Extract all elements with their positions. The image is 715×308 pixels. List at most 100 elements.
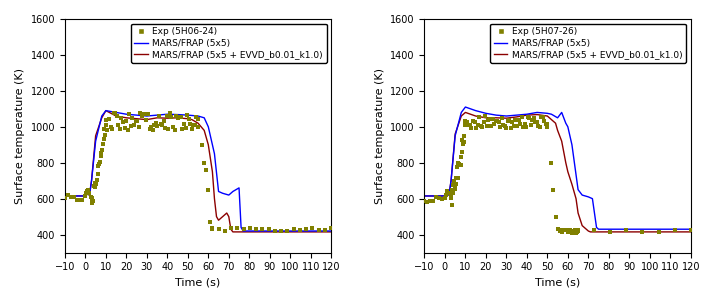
Point — [559, 228, 571, 233]
Point — [460, 118, 471, 123]
Point — [464, 123, 475, 128]
Point — [157, 123, 168, 128]
Point — [531, 120, 543, 124]
Point — [472, 123, 483, 128]
Point — [528, 116, 539, 121]
Point — [556, 229, 568, 234]
Point — [133, 125, 144, 130]
Point — [77, 198, 88, 203]
Point — [455, 155, 467, 160]
Point — [89, 181, 100, 186]
Point — [84, 191, 95, 196]
Point — [108, 111, 119, 116]
Point — [621, 228, 632, 233]
Point — [511, 124, 523, 129]
Point — [81, 191, 92, 196]
Point — [425, 198, 436, 203]
X-axis label: Time (s): Time (s) — [175, 278, 221, 288]
Point — [546, 160, 557, 165]
Point — [147, 127, 159, 132]
Point — [155, 122, 167, 127]
Point — [263, 227, 275, 232]
Point — [189, 122, 201, 127]
Point — [192, 116, 204, 121]
Point — [97, 142, 109, 147]
Point — [453, 176, 464, 180]
Point — [450, 187, 461, 192]
Point — [128, 122, 139, 127]
Point — [199, 160, 210, 165]
Point — [514, 121, 526, 126]
Point — [300, 227, 312, 232]
Point — [506, 126, 517, 131]
Point — [109, 111, 121, 116]
Point — [491, 118, 503, 123]
Point — [510, 118, 521, 123]
Point — [548, 187, 559, 192]
Point — [79, 193, 91, 198]
Point — [71, 197, 82, 202]
Point — [572, 228, 583, 233]
Point — [136, 114, 147, 119]
Point — [178, 121, 189, 126]
Point — [440, 192, 452, 197]
Point — [542, 124, 553, 129]
Point — [453, 162, 465, 167]
Point — [475, 123, 486, 128]
Point — [562, 230, 573, 235]
Point — [162, 127, 174, 132]
Point — [558, 227, 570, 232]
Point — [502, 119, 513, 124]
Point — [443, 191, 455, 196]
Point — [232, 226, 243, 231]
Point — [445, 192, 457, 197]
Point — [495, 125, 506, 130]
Point — [436, 197, 448, 201]
Point — [144, 126, 155, 131]
Point — [459, 121, 470, 126]
Point — [295, 227, 306, 232]
Point — [62, 193, 74, 198]
Point — [456, 137, 468, 142]
Point — [91, 177, 102, 182]
Point — [282, 229, 293, 233]
Point — [430, 195, 442, 200]
Point — [174, 115, 185, 120]
Point — [449, 186, 460, 191]
Point — [518, 124, 529, 129]
Point — [161, 114, 172, 119]
Point — [197, 142, 208, 147]
Point — [519, 122, 531, 127]
Point — [557, 227, 568, 232]
Point — [187, 122, 199, 127]
Point — [225, 226, 237, 231]
Point — [433, 196, 445, 201]
Point — [120, 119, 132, 124]
Point — [534, 125, 546, 130]
Point — [480, 114, 491, 119]
Point — [191, 115, 202, 120]
Point — [457, 149, 468, 154]
Point — [59, 196, 71, 201]
Point — [213, 227, 225, 232]
Point — [439, 195, 450, 200]
Point — [564, 227, 576, 232]
Point — [566, 228, 577, 233]
Point — [82, 189, 93, 194]
Point — [476, 124, 488, 129]
Point — [83, 187, 94, 192]
Point — [448, 183, 459, 188]
Point — [92, 171, 103, 176]
Point — [85, 194, 97, 199]
Point — [496, 116, 508, 120]
Point — [460, 123, 471, 128]
Point — [455, 162, 466, 167]
Point — [87, 195, 98, 200]
Point — [566, 230, 578, 235]
Point — [149, 122, 160, 127]
Point — [153, 113, 164, 118]
Point — [513, 117, 524, 122]
Point — [568, 230, 579, 235]
Point — [500, 126, 512, 131]
Point — [313, 228, 325, 233]
